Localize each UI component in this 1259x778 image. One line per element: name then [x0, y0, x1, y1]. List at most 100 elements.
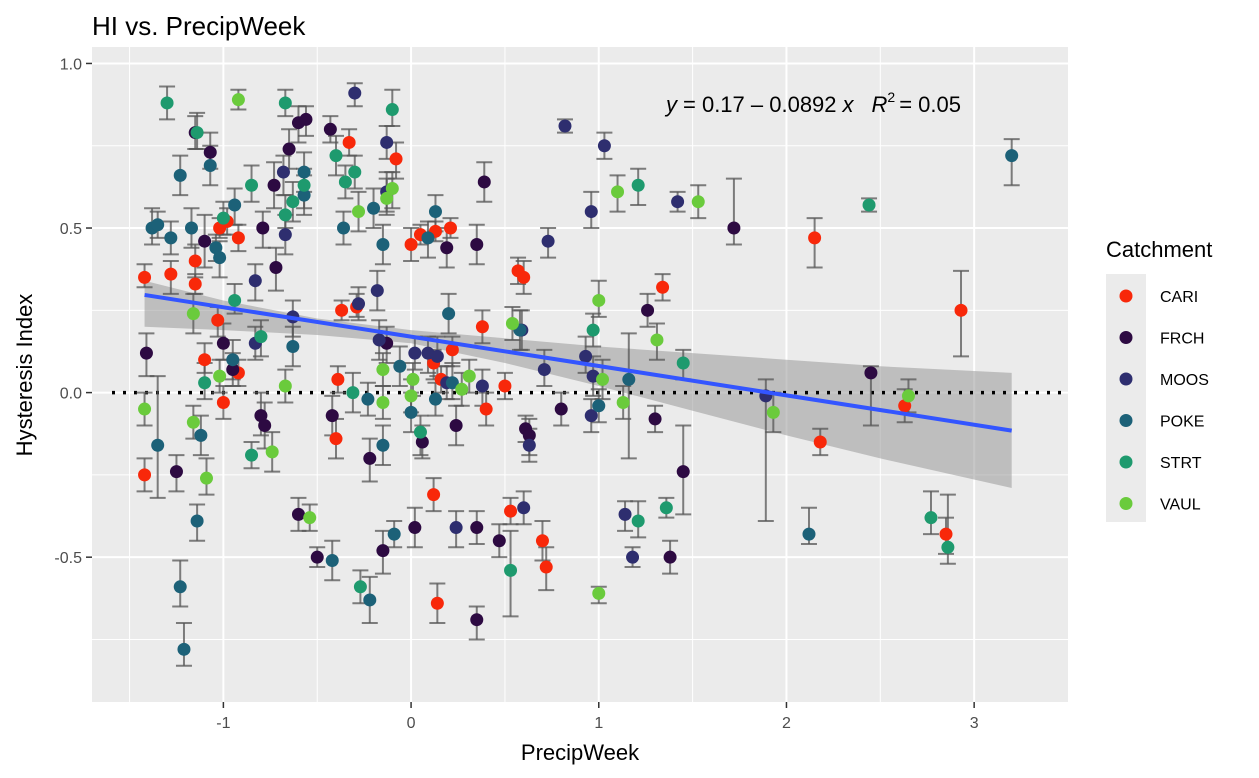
point-strt [245, 448, 259, 462]
point-frch [492, 534, 506, 548]
point-cari [389, 152, 403, 166]
point-vaul [231, 93, 245, 107]
point-cari [445, 343, 459, 357]
point-poke [445, 376, 459, 390]
point-vaul [592, 293, 606, 307]
point-strt [278, 96, 292, 110]
point-moos [348, 86, 362, 100]
point-moos [276, 165, 290, 179]
point-frch [663, 550, 677, 564]
point-moos [522, 438, 536, 452]
point-vaul [186, 307, 200, 321]
point-strt [676, 356, 690, 370]
point-poke [393, 359, 407, 373]
point-vaul [380, 191, 394, 205]
point-vaul [766, 405, 780, 419]
legend-label-strt: STRT [1160, 455, 1202, 472]
point-vaul [303, 511, 317, 525]
point-cari [443, 221, 457, 235]
point-cari [231, 231, 245, 245]
point-frch [323, 122, 337, 136]
point-frch [267, 178, 281, 192]
legend-label-poke: POKE [1160, 414, 1204, 431]
legend-key-background [1106, 274, 1146, 522]
point-vaul [691, 195, 705, 209]
x-tick-label: -1 [216, 715, 230, 732]
point-frch [216, 336, 230, 350]
point-cari [188, 254, 202, 268]
point-cari [808, 231, 822, 245]
y-tick-label: -0.5 [54, 550, 82, 567]
point-strt [924, 511, 938, 525]
point-moos [537, 363, 551, 377]
point-strt [216, 211, 230, 225]
point-strt [862, 198, 876, 212]
point-frch [256, 221, 270, 235]
legend-key-moos [1119, 372, 1133, 386]
point-poke [421, 231, 435, 245]
point-strt [631, 178, 645, 192]
point-strt [190, 126, 204, 140]
point-frch [522, 428, 536, 442]
point-cari [479, 402, 493, 416]
point-poke [1005, 149, 1019, 163]
point-moos [475, 379, 489, 393]
point-cari [404, 237, 418, 251]
point-vaul [462, 369, 476, 383]
point-vaul [138, 402, 152, 416]
point-cari [342, 135, 356, 149]
legend-label-frch: FRCH [1160, 331, 1204, 348]
point-strt [385, 103, 399, 117]
regression-fit-line [144, 292, 1013, 433]
point-moos [558, 119, 572, 133]
point-poke [363, 593, 377, 607]
point-poke [184, 221, 198, 235]
point-vaul [213, 369, 227, 383]
point-vaul [901, 389, 915, 403]
point-poke [376, 237, 390, 251]
point-moos [430, 349, 444, 363]
point-vaul [385, 182, 399, 196]
point-poke [228, 198, 242, 212]
point-vaul [265, 445, 279, 459]
point-strt [586, 323, 600, 337]
point-poke [428, 205, 442, 219]
legend-label-vaul: VAUL [1160, 497, 1201, 514]
point-vaul [505, 316, 519, 330]
point-frch [676, 465, 690, 479]
point-frch [408, 521, 422, 535]
point-cari [813, 435, 827, 449]
y-tick-label: 0.5 [60, 221, 82, 238]
point-poke [297, 165, 311, 179]
point-cari [427, 488, 441, 502]
point-vaul [199, 471, 213, 485]
point-frch [641, 303, 655, 317]
point-cari [430, 596, 444, 610]
point-strt [348, 165, 362, 179]
point-frch [226, 363, 240, 377]
point-vaul [278, 379, 292, 393]
point-cari [954, 303, 968, 317]
point-frch [169, 465, 183, 479]
point-poke [213, 251, 227, 265]
x-tick-label: 0 [407, 715, 416, 732]
point-frch [477, 175, 491, 189]
point-frch [254, 409, 268, 423]
regression-line [144, 292, 1013, 433]
point-cari [211, 313, 225, 327]
point-poke [592, 399, 606, 413]
point-cari [164, 267, 178, 281]
regression-equation: y = 0.17 – 0.0892 x R2 = 0.05 [664, 89, 961, 117]
point-frch [282, 142, 296, 156]
point-poke [442, 307, 456, 321]
point-strt [329, 149, 343, 163]
legend-key-strt [1119, 455, 1133, 469]
point-cari [517, 270, 531, 284]
point-moos [584, 205, 598, 219]
x-tick-label: 1 [594, 715, 603, 732]
data-points [138, 86, 1019, 656]
point-strt [353, 580, 367, 594]
point-moos [584, 409, 598, 423]
point-moos [597, 139, 611, 153]
point-strt [286, 195, 300, 209]
